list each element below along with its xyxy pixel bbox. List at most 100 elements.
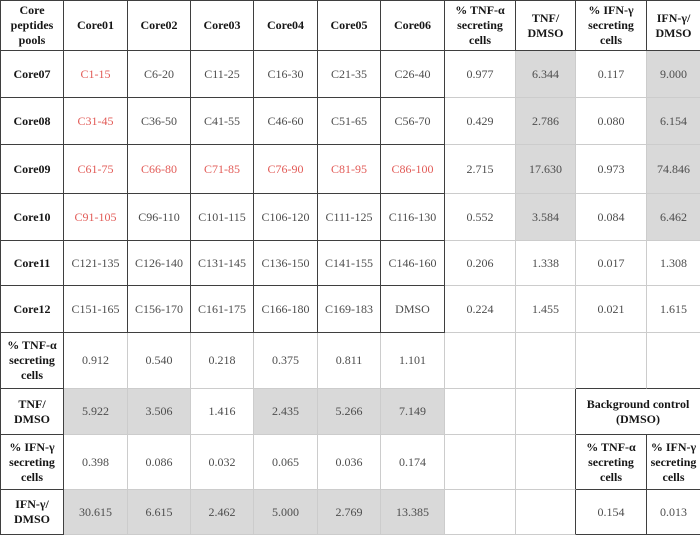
peptide-cell: C11-25: [191, 51, 254, 98]
col-header-core05: Core05: [318, 1, 381, 51]
peptide-cell: C61-75: [64, 145, 128, 194]
peptide-cell: C131-145: [191, 241, 254, 286]
col-header-tnf-secreting: % TNF-α secreting cells: [445, 1, 516, 51]
stat-cell: 0.036: [318, 435, 381, 490]
background-control-value: 0.154: [576, 490, 647, 535]
stat-cell: 0.977: [445, 51, 516, 98]
stat-cell: 0.224: [445, 286, 516, 333]
peptide-cell: C71-85: [191, 145, 254, 194]
background-control-col-header: % TNF-α secreting cells: [576, 435, 647, 490]
stat-cell: 0.912: [64, 333, 128, 389]
peptide-cell: C141-155: [318, 241, 381, 286]
col-header-core06: Core06: [381, 1, 445, 51]
table-row: Core10 C91-105 C96-110 C101-115 C106-120…: [1, 194, 700, 241]
col-header-core02: Core02: [128, 1, 191, 51]
table-row: % IFN-γ secreting cells 0.398 0.086 0.03…: [1, 435, 700, 490]
stat-cell: 0.375: [254, 333, 318, 389]
peptide-cell: C1-15: [64, 51, 128, 98]
row-label: % TNF-α secreting cells: [1, 333, 64, 389]
peptide-cell: C36-50: [128, 98, 191, 145]
stat-cell: 2.462: [191, 490, 254, 535]
col-header-ifn-secreting: % IFN-γ secreting cells: [576, 1, 647, 51]
row-label: Core08: [1, 98, 64, 145]
peptide-cell: C169-183: [318, 286, 381, 333]
row-label: Core12: [1, 286, 64, 333]
peptide-cell: C146-160: [381, 241, 445, 286]
stat-cell: 1.455: [516, 286, 576, 333]
col-header-core03: Core03: [191, 1, 254, 51]
row-label: Core11: [1, 241, 64, 286]
stat-cell: 1.338: [516, 241, 576, 286]
stat-cell: 1.416: [191, 389, 254, 435]
stat-cell: 2.435: [254, 389, 318, 435]
row-label: TNF/ DMSO: [1, 389, 64, 435]
empty-cell: [516, 333, 576, 389]
stat-cell: 0.032: [191, 435, 254, 490]
stat-cell: 0.084: [576, 194, 647, 241]
stat-cell: 0.429: [445, 98, 516, 145]
empty-cell: [445, 435, 516, 490]
peptide-cell: C116-130: [381, 194, 445, 241]
peptide-cell: C76-90: [254, 145, 318, 194]
col-header-core01: Core01: [64, 1, 128, 51]
stat-cell: 0.017: [576, 241, 647, 286]
peptide-cell: C106-120: [254, 194, 318, 241]
header-row: Core peptides pools Core01 Core02 Core03…: [1, 1, 700, 51]
peptide-cell: C156-170: [128, 286, 191, 333]
stat-cell: 6.154: [647, 98, 700, 145]
background-control-col-header: % IFN-γ secreting cells: [647, 435, 700, 490]
stat-cell: 2.786: [516, 98, 576, 145]
peptide-cell: C66-80: [128, 145, 191, 194]
row-label: IFN-γ/ DMSO: [1, 490, 64, 535]
stat-cell: 5.266: [318, 389, 381, 435]
stat-cell: 1.308: [647, 241, 700, 286]
table-row: Core11 C121-135 C126-140 C131-145 C136-1…: [1, 241, 700, 286]
peptide-cell: C161-175: [191, 286, 254, 333]
stat-cell: 1.101: [381, 333, 445, 389]
stat-cell: 3.506: [128, 389, 191, 435]
stat-cell: 0.552: [445, 194, 516, 241]
empty-cell: [445, 389, 516, 435]
background-control-value: 0.013: [647, 490, 700, 535]
stat-cell: 7.149: [381, 389, 445, 435]
stat-cell: 0.065: [254, 435, 318, 490]
stat-cell: 5.922: [64, 389, 128, 435]
peptide-cell: C111-125: [318, 194, 381, 241]
stat-cell: 9.000: [647, 51, 700, 98]
stat-cell: 74.846: [647, 145, 700, 194]
table-row: Core07 C1-15 C6-20 C11-25 C16-30 C21-35 …: [1, 51, 700, 98]
empty-cell: [516, 435, 576, 490]
peptide-cell: C56-70: [381, 98, 445, 145]
table-row: IFN-γ/ DMSO 30.615 6.615 2.462 5.000 2.7…: [1, 490, 700, 535]
peptide-cell: C46-60: [254, 98, 318, 145]
peptide-cell: C6-20: [128, 51, 191, 98]
col-header-tnf-dmso: TNF/ DMSO: [516, 1, 576, 51]
peptide-cell: C81-95: [318, 145, 381, 194]
table-row: Core12 C151-165 C156-170 C161-175 C166-1…: [1, 286, 700, 333]
col-header-core04: Core04: [254, 1, 318, 51]
row-label: % IFN-γ secreting cells: [1, 435, 64, 490]
empty-cell: [576, 333, 647, 389]
peptide-cell: C96-110: [128, 194, 191, 241]
stat-cell: 13.385: [381, 490, 445, 535]
stat-cell: 0.174: [381, 435, 445, 490]
peptide-cell: C136-150: [254, 241, 318, 286]
stat-cell: 6.344: [516, 51, 576, 98]
peptide-cell: C151-165: [64, 286, 128, 333]
stat-cell: 0.540: [128, 333, 191, 389]
stat-cell: 0.398: [64, 435, 128, 490]
peptide-cell: C121-135: [64, 241, 128, 286]
row-label: Core09: [1, 145, 64, 194]
peptide-cell: C41-55: [191, 98, 254, 145]
stat-cell: 17.630: [516, 145, 576, 194]
stat-cell: 0.086: [128, 435, 191, 490]
peptide-cell: C51-65: [318, 98, 381, 145]
stat-cell: 2.715: [445, 145, 516, 194]
table-row: Core09 C61-75 C66-80 C71-85 C76-90 C81-9…: [1, 145, 700, 194]
stat-cell: 30.615: [64, 490, 128, 535]
corner-header: Core peptides pools: [1, 1, 64, 51]
table-row: TNF/ DMSO 5.922 3.506 1.416 2.435 5.266 …: [1, 389, 700, 435]
peptide-cell: C31-45: [64, 98, 128, 145]
peptide-cell: C126-140: [128, 241, 191, 286]
